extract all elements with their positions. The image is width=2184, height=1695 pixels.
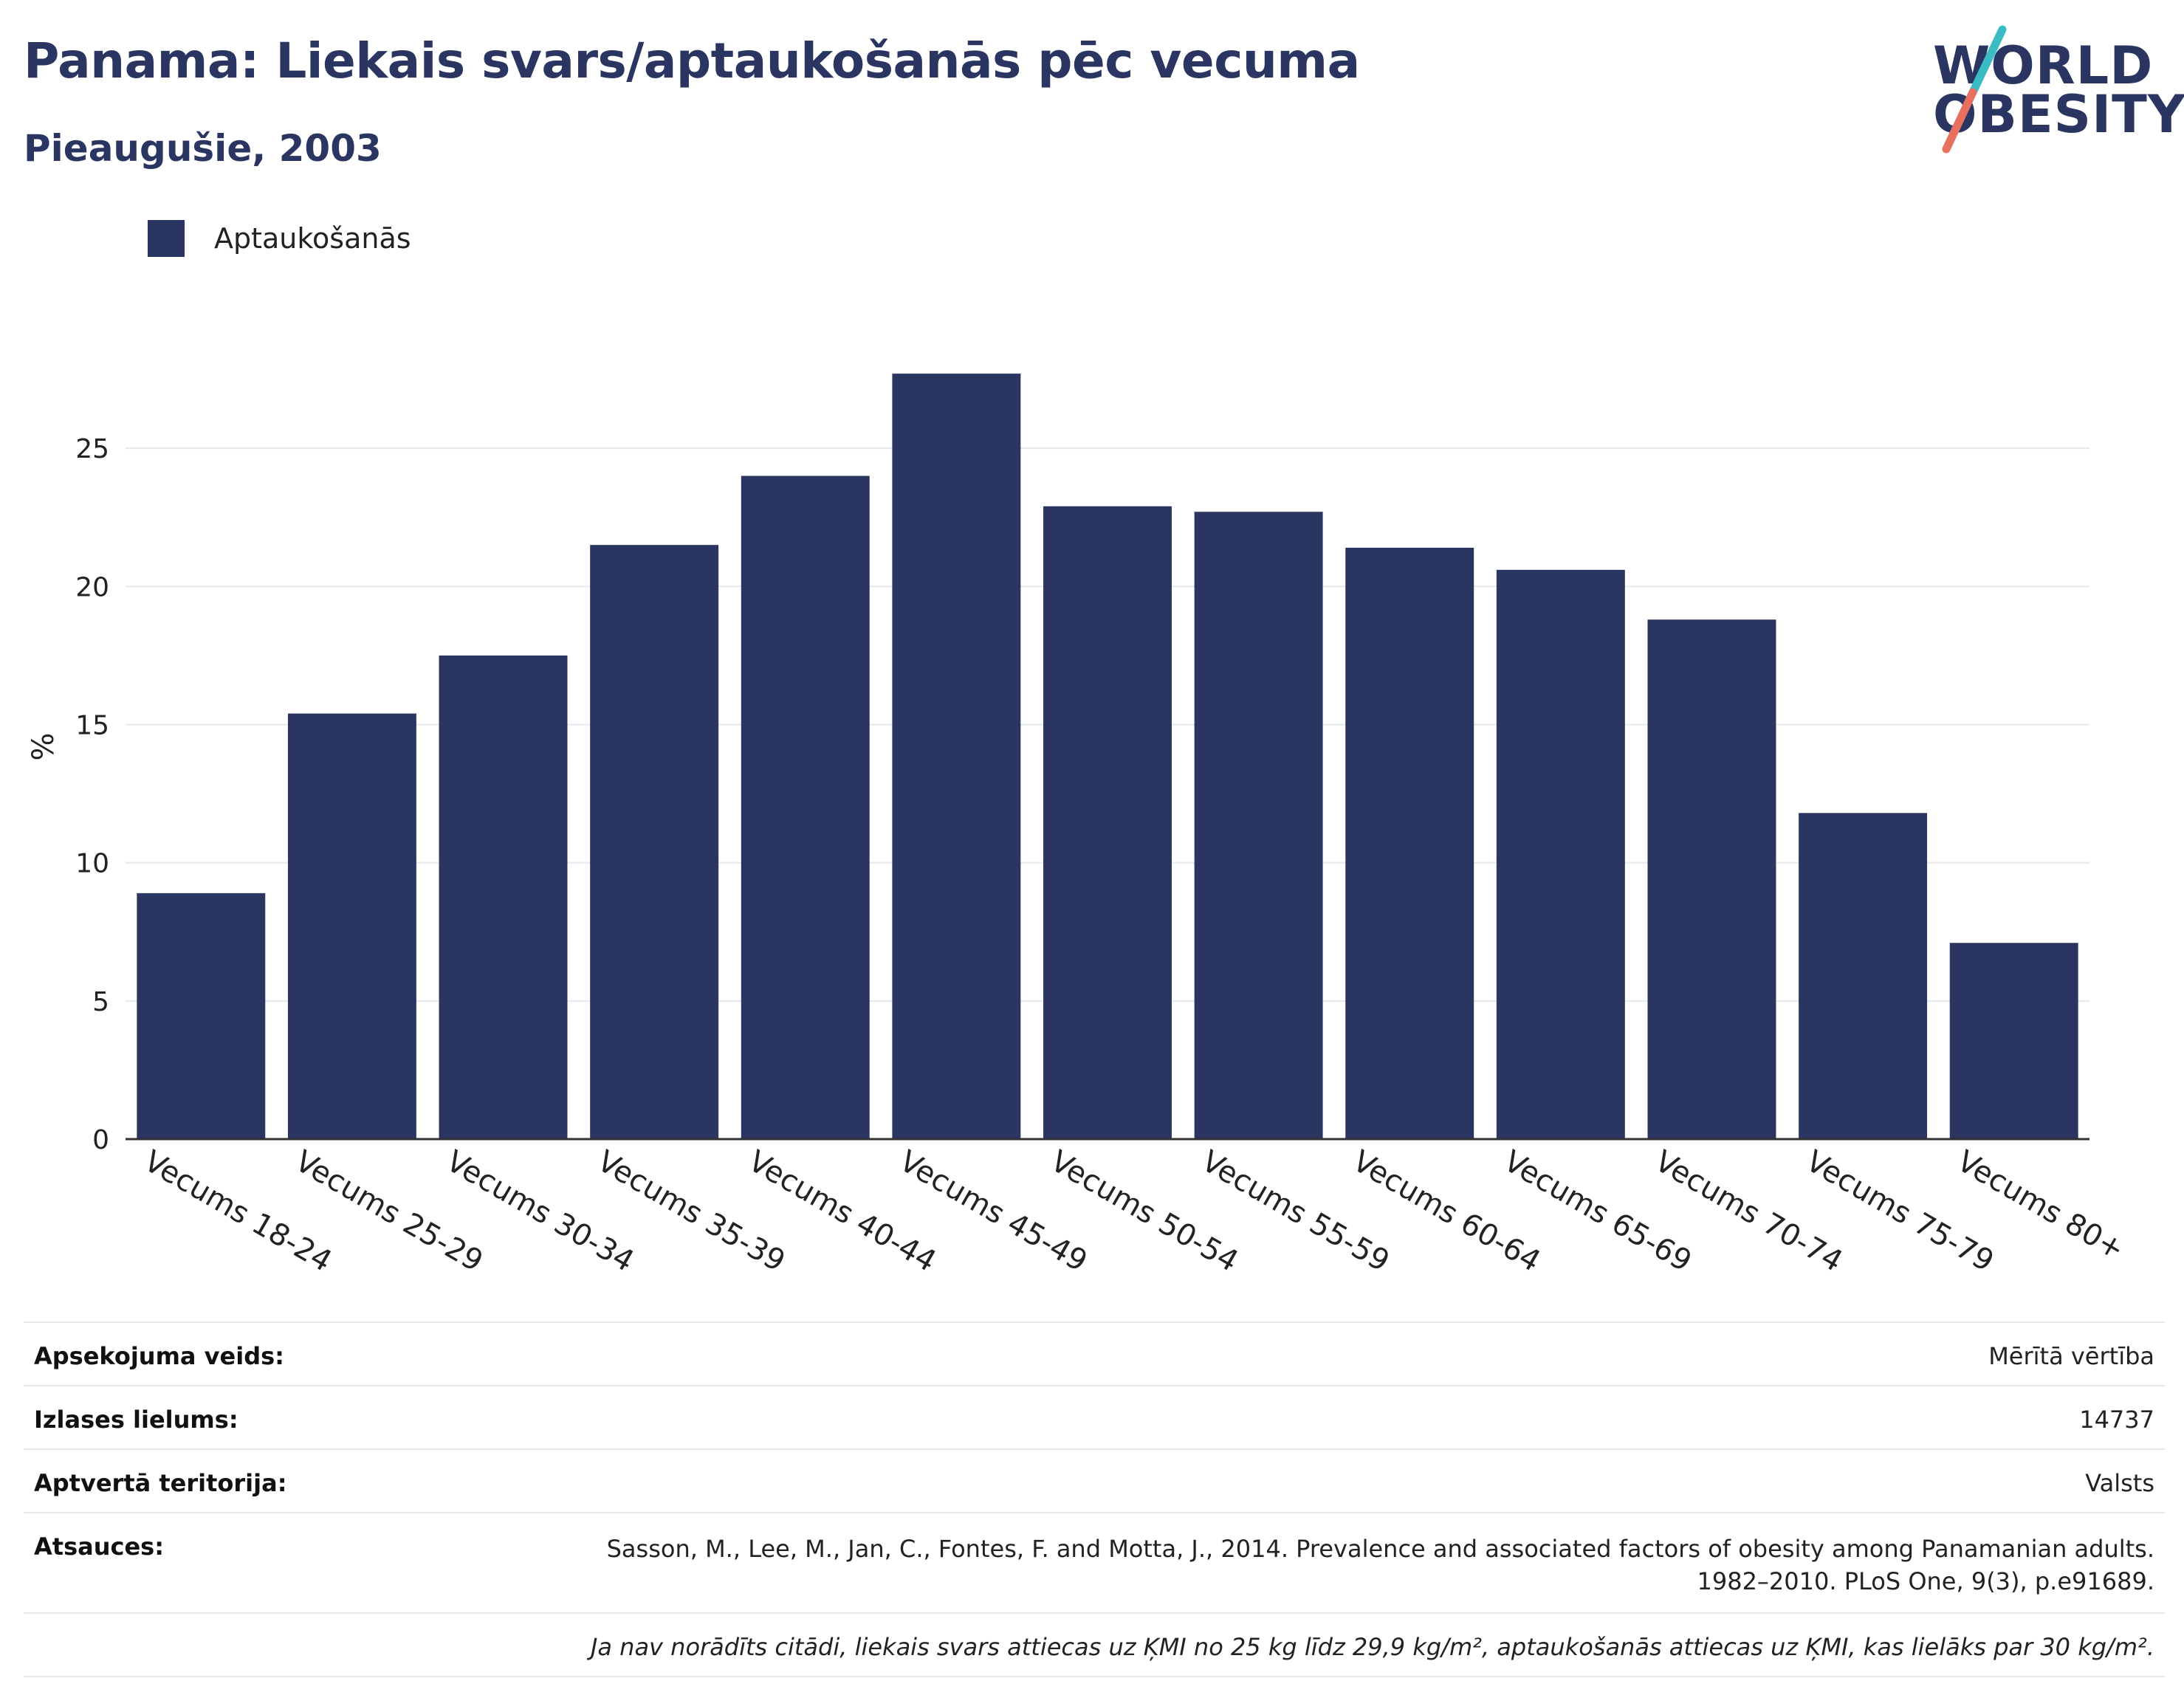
- bar: [590, 545, 719, 1139]
- legend-label: Aptaukošanās: [214, 222, 411, 255]
- sample-size-label: Izlases lielums:: [34, 1406, 238, 1434]
- references-line1: Sasson, M., Lee, M., Jan, C., Fontes, F.…: [606, 1535, 2154, 1563]
- bar: [1345, 547, 1474, 1139]
- coverage-label: Aptvertā teritorija:: [34, 1469, 287, 1497]
- chart-title: Panama: Liekais svars/aptaukošanās pēc v…: [24, 32, 1360, 89]
- bar: [1647, 619, 1776, 1139]
- references-value: Sasson, M., Lee, M., Jan, C., Fontes, F.…: [607, 1533, 2154, 1598]
- bar: [892, 374, 1021, 1139]
- bar: [287, 713, 416, 1139]
- chart-subtitle: Pieaugušie, 2003: [24, 127, 382, 170]
- logo-slash-icon: [1942, 25, 2007, 154]
- y-tick-label: 15: [75, 711, 109, 741]
- info-row-survey-type: Apsekojuma veids: Mērītā vērtība: [24, 1321, 2165, 1385]
- bar: [1496, 569, 1625, 1139]
- bar: [1799, 813, 1928, 1139]
- sample-size-value: 14737: [2079, 1406, 2154, 1434]
- bar: [1949, 943, 2078, 1139]
- info-row-references: Atsauces: Sasson, M., Lee, M., Jan, C., …: [24, 1512, 2165, 1612]
- logo-text-line1: WORLD: [1933, 35, 2154, 96]
- legend-swatch: [148, 220, 185, 257]
- bar: [137, 893, 266, 1139]
- references-line2: 1982–2010. PLoS One, 9(3), p.e91689.: [1697, 1567, 2154, 1595]
- info-row-note: Ja nav norādīts citādi, liekais svars at…: [24, 1612, 2165, 1677]
- chart-legend: Aptaukošanās: [148, 220, 411, 257]
- y-tick-label: 20: [75, 572, 109, 602]
- info-row-sample-size: Izlases lielums: 14737: [24, 1385, 2165, 1448]
- bar: [1043, 506, 1172, 1139]
- references-label: Atsauces:: [34, 1533, 164, 1561]
- survey-type-value: Mērītā vērtība: [1988, 1342, 2154, 1370]
- y-tick-label: 25: [75, 434, 109, 464]
- info-row-coverage: Aptvertā teritorija: Valsts: [24, 1448, 2165, 1512]
- world-obesity-logo: WORLD OBESITY: [1920, 22, 2184, 162]
- info-table: Apsekojuma veids: Mērītā vērtība Izlases…: [24, 1321, 2165, 1677]
- bar: [1194, 512, 1323, 1139]
- survey-type-label: Apsekojuma veids:: [34, 1342, 284, 1370]
- definition-note: Ja nav norādīts citādi, liekais svars at…: [590, 1633, 2154, 1661]
- bar: [439, 655, 568, 1139]
- y-tick-label: 5: [92, 987, 109, 1017]
- bar: [741, 475, 870, 1139]
- y-tick-label: 0: [92, 1125, 109, 1155]
- y-tick-label: 10: [75, 849, 109, 879]
- coverage-value: Valsts: [2085, 1469, 2154, 1497]
- y-axis-label: %: [27, 732, 61, 760]
